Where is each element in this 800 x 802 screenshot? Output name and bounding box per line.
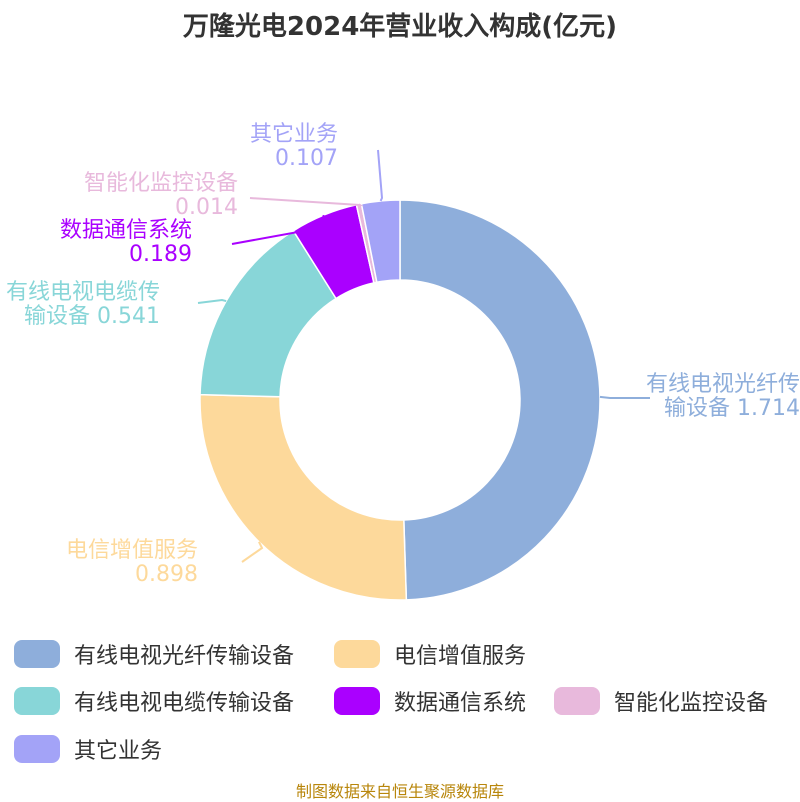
leader-line-3	[197, 298, 227, 304]
leader-line-4	[231, 214, 325, 245]
legend-swatch-icon	[14, 735, 60, 763]
legend-item-5[interactable]: 智能化监控设备	[554, 685, 768, 717]
source-note: 制图数据来自恒生聚源数据库	[295, 782, 504, 801]
data-label-3-line-1: 有线电视电缆传	[6, 280, 160, 305]
legend-swatch-icon	[554, 687, 600, 715]
data-label-2-line-1: 电信增值服务	[66, 538, 198, 563]
data-label-6-line-2: 0.107	[275, 146, 338, 171]
legend-swatch-icon	[14, 687, 60, 715]
leader-line-1	[599, 395, 650, 399]
data-label-3-line-2: 输设备 0.541	[24, 304, 160, 329]
legend-label: 有线电视电缆传输设备	[74, 691, 295, 716]
legend-swatch-icon	[334, 687, 380, 715]
slice-1	[399, 199, 601, 601]
legend-item-4[interactable]: 数据通信系统	[334, 685, 526, 717]
chart-title: 万隆光电2024年营业收入构成(亿元)	[182, 12, 618, 42]
slice-2	[199, 393, 408, 601]
data-label-5-line-1: 智能化监控设备	[84, 171, 238, 196]
legend-item-2[interactable]: 电信增值服务	[334, 638, 526, 670]
slice-6	[360, 199, 401, 284]
legend-item-1[interactable]: 有线电视光纤传输设备	[14, 638, 294, 670]
legend-label: 有线电视光纤传输设备	[74, 644, 295, 669]
data-label-4-line-2: 0.189	[129, 242, 192, 267]
leader-line-5	[249, 197, 364, 207]
legend-label: 其它业务	[74, 739, 163, 764]
data-label-4-line-1: 数据通信系统	[60, 218, 192, 243]
legend-label: 数据通信系统	[394, 691, 527, 716]
data-label-1-line-2: 输设备 1.714	[664, 396, 800, 421]
legend-label: 智能化监控设备	[614, 691, 769, 716]
data-label-2-line-2: 0.898	[135, 562, 198, 587]
data-label-1-line-1: 有线电视光纤传	[646, 372, 800, 397]
data-label-5-line-2: 0.014	[175, 195, 238, 220]
legend-swatch-icon	[334, 640, 380, 668]
data-label-6-line-1: 其它业务	[250, 122, 338, 147]
legend-item-3[interactable]: 有线电视电缆传输设备	[14, 685, 294, 717]
legend-swatch-icon	[14, 640, 60, 668]
leader-line-2	[241, 541, 264, 563]
legend-item-6[interactable]: 其它业务	[14, 733, 162, 765]
leader-line-6	[377, 149, 384, 202]
legend-label: 电信增值服务	[394, 644, 527, 669]
